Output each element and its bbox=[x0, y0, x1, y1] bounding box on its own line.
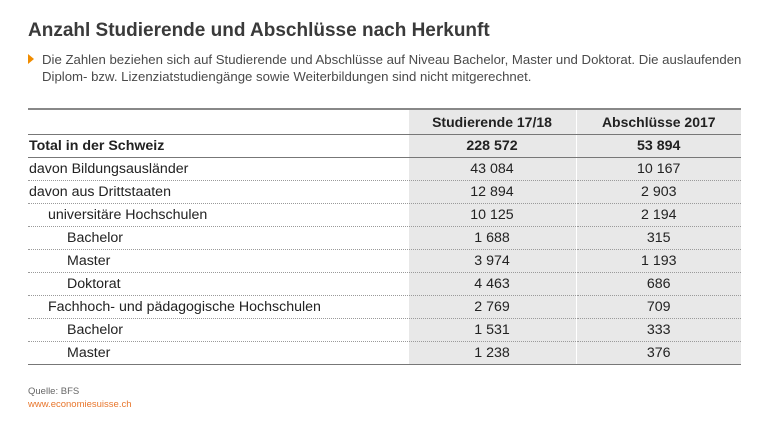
cell-abschluesse: 2 194 bbox=[575, 203, 741, 227]
table-row: davon aus Drittstaaten 12 894 2 903 bbox=[28, 180, 741, 204]
source-note: Quelle: BFS bbox=[28, 386, 80, 397]
cell-studierende: 228 572 bbox=[407, 134, 576, 158]
cell-abschluesse: 333 bbox=[575, 318, 741, 342]
cell-abschluesse: 709 bbox=[575, 295, 741, 319]
cell-abschluesse: 2 903 bbox=[575, 180, 741, 204]
column-header-abschluesse: Abschlüsse 2017 bbox=[575, 108, 741, 135]
table-row: Master 3 974 1 193 bbox=[28, 249, 741, 273]
table-row: davon Bildungsausländer 43 084 10 167 bbox=[28, 157, 741, 181]
cell-studierende: 43 084 bbox=[407, 157, 576, 181]
row-label: davon Bildungsausländer bbox=[28, 157, 408, 181]
row-label: Master bbox=[28, 341, 408, 365]
cell-studierende: 2 769 bbox=[407, 295, 576, 319]
source-url: www.economiesuisse.ch bbox=[28, 399, 132, 410]
table-row: Fachhoch- und pädagogische Hochschulen 2 … bbox=[28, 295, 741, 319]
cell-abschluesse: 53 894 bbox=[575, 134, 741, 158]
row-label: davon aus Drittstaaten bbox=[28, 180, 408, 204]
table-row: Bachelor 1 531 333 bbox=[28, 318, 741, 342]
table-header-row: Studierende 17/18 Abschlüsse 2017 bbox=[28, 108, 741, 135]
row-label: Fachhoch- und pädagogische Hochschulen bbox=[28, 295, 408, 319]
cell-studierende: 3 974 bbox=[407, 249, 576, 273]
cell-studierende: 4 463 bbox=[407, 272, 576, 296]
table-row: Bachelor 1 688 315 bbox=[28, 226, 741, 250]
cell-studierende: 1 238 bbox=[407, 341, 576, 365]
triangle-marker-icon bbox=[28, 54, 34, 64]
row-label: Total in der Schweiz bbox=[28, 134, 408, 158]
cell-studierende: 12 894 bbox=[407, 180, 576, 204]
data-table: Studierende 17/18 Abschlüsse 2017 Total … bbox=[28, 108, 741, 365]
row-label: Master bbox=[28, 249, 408, 273]
cell-studierende: 1 688 bbox=[407, 226, 576, 250]
row-label: Doktorat bbox=[28, 272, 408, 296]
row-label: Bachelor bbox=[28, 318, 408, 342]
row-label: Bachelor bbox=[28, 226, 408, 250]
cell-abschluesse: 10 167 bbox=[575, 157, 741, 181]
page-title: Anzahl Studierende und Abschlüsse nach H… bbox=[28, 20, 490, 41]
cell-abschluesse: 686 bbox=[575, 272, 741, 296]
table-row: Total in der Schweiz 228 572 53 894 bbox=[28, 134, 741, 158]
note-text: Die Zahlen beziehen sich auf Studierende… bbox=[42, 52, 742, 84]
column-header-studierende: Studierende 17/18 bbox=[407, 108, 576, 135]
table-body: Total in der Schweiz 228 572 53 894 davon B… bbox=[28, 134, 741, 365]
cell-abschluesse: 376 bbox=[575, 341, 741, 365]
note: Die Zahlen beziehen sich auf Studierende… bbox=[28, 51, 748, 85]
row-label: universitäre Hochschulen bbox=[28, 203, 408, 227]
table-row: universitäre Hochschulen 10 125 2 194 bbox=[28, 203, 741, 227]
cell-studierende: 1 531 bbox=[407, 318, 576, 342]
cell-abschluesse: 1 193 bbox=[575, 249, 741, 273]
column-header-label bbox=[28, 108, 408, 135]
table-row: Master 1 238 376 bbox=[28, 341, 741, 365]
cell-abschluesse: 315 bbox=[575, 226, 741, 250]
cell-studierende: 10 125 bbox=[407, 203, 576, 227]
table-row: Doktorat 4 463 686 bbox=[28, 272, 741, 296]
